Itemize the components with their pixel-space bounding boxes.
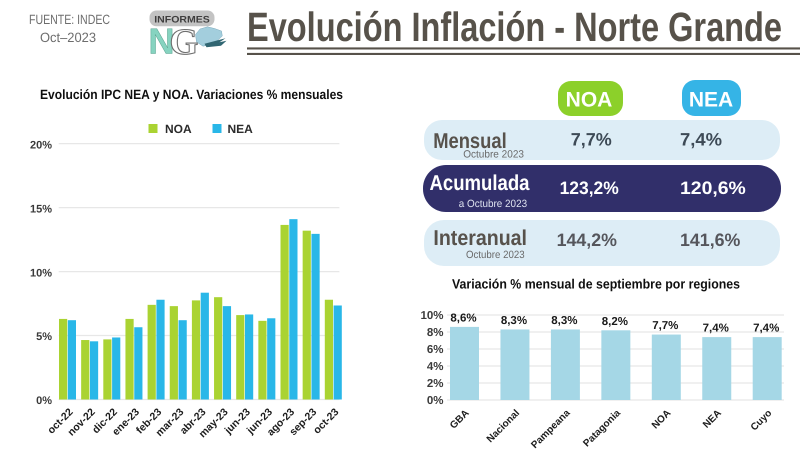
svg-text:Evolución Inflación - Norte Gr: Evolución Inflación - Norte Grande — [247, 4, 782, 50]
svg-text:Nacional: Nacional — [485, 408, 522, 445]
svg-text:Acumulada: Acumulada — [430, 171, 531, 195]
svg-text:144,2%: 144,2% — [557, 230, 617, 250]
svg-text:7,7%: 7,7% — [652, 320, 678, 332]
svg-text:7,4%: 7,4% — [703, 323, 729, 335]
svg-text:Cuyo: Cuyo — [749, 408, 774, 433]
svg-text:Pampeana: Pampeana — [529, 408, 572, 451]
svg-text:Variación % mensual de septiem: Variación % mensual de septiembre por re… — [452, 277, 740, 292]
svg-text:Patagonia: Patagonia — [581, 408, 623, 450]
svg-text:NEA: NEA — [689, 89, 733, 112]
svg-text:NOA: NOA — [165, 122, 192, 136]
svg-text:0%: 0% — [36, 395, 52, 407]
svg-text:141,6%: 141,6% — [680, 230, 740, 250]
svg-text:123,2%: 123,2% — [560, 178, 619, 198]
svg-text:INFORMES: INFORMES — [154, 14, 210, 25]
svg-text:FUENTE: INDEC: FUENTE: INDEC — [29, 12, 110, 27]
svg-text:15%: 15% — [30, 203, 52, 215]
svg-text:Evolución IPC NEA y NOA. Varia: Evolución IPC NEA y NOA. Variaciones % m… — [40, 87, 343, 102]
svg-text:8%: 8% — [427, 327, 444, 339]
svg-text:10%: 10% — [30, 267, 52, 279]
svg-text:NEA: NEA — [701, 408, 724, 431]
svg-text:120,6%: 120,6% — [680, 178, 746, 198]
svg-text:20%: 20% — [30, 139, 52, 151]
svg-text:Octubre 2023: Octubre 2023 — [466, 249, 525, 261]
svg-text:5%: 5% — [36, 331, 52, 343]
svg-text:G: G — [170, 22, 199, 63]
svg-text:8,6%: 8,6% — [450, 312, 476, 324]
svg-text:Oct–2023: Oct–2023 — [40, 30, 96, 45]
svg-text:6%: 6% — [427, 344, 444, 356]
svg-text:8,3%: 8,3% — [501, 315, 527, 327]
svg-text:Mensual: Mensual — [433, 129, 507, 153]
svg-text:oct-23: oct-23 — [311, 406, 341, 436]
svg-text:a Octubre 2023: a Octubre 2023 — [459, 198, 527, 210]
svg-text:8,3%: 8,3% — [551, 315, 577, 327]
svg-text:10%: 10% — [420, 310, 443, 322]
svg-text:7,7%: 7,7% — [571, 130, 612, 150]
svg-text:0%: 0% — [427, 395, 444, 407]
svg-text:Interanual: Interanual — [433, 226, 527, 250]
svg-text:GBA: GBA — [448, 408, 472, 432]
svg-text:7,4%: 7,4% — [680, 130, 722, 150]
svg-text:NOA: NOA — [566, 89, 613, 112]
svg-text:Octubre 2023: Octubre 2023 — [463, 149, 524, 161]
svg-text:2%: 2% — [427, 378, 444, 390]
svg-text:4%: 4% — [427, 361, 444, 373]
svg-text:N: N — [149, 20, 175, 61]
svg-text:NEA: NEA — [228, 122, 254, 136]
svg-text:NOA: NOA — [650, 408, 674, 432]
svg-text:8,2%: 8,2% — [602, 316, 628, 328]
svg-text:7,4%: 7,4% — [753, 323, 779, 335]
